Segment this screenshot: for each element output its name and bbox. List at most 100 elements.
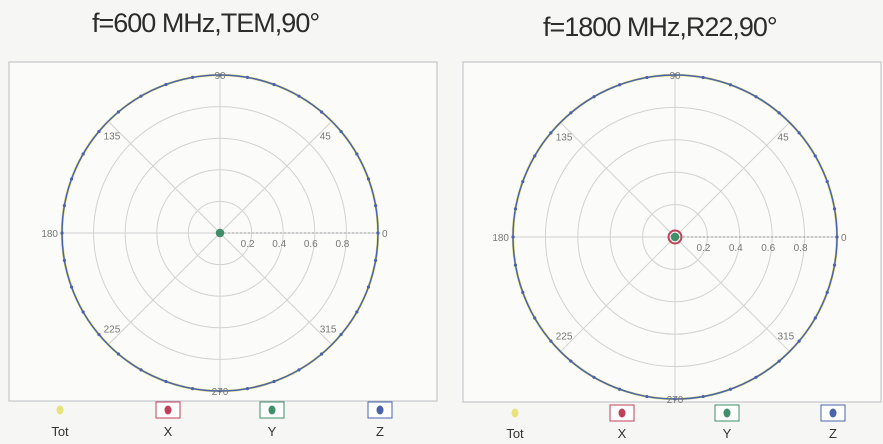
series-z-point (116, 110, 121, 114)
grid-spoke (674, 122, 790, 238)
series-z-point (218, 389, 222, 393)
grid-spoke (219, 232, 333, 346)
series-z-point (645, 75, 649, 80)
legend-label-y: Y (723, 426, 732, 441)
series-z-point (97, 129, 101, 134)
legend-marker (164, 405, 172, 415)
series-z-point (62, 258, 67, 263)
radial-tick-label: 0.6 (304, 239, 318, 250)
legend-label-z: Z (829, 426, 837, 441)
series-z-point (521, 290, 525, 295)
grid-spoke (674, 236, 790, 352)
series-x-trace (667, 229, 683, 245)
series-z-point (69, 177, 74, 181)
series-z-point (373, 203, 378, 208)
series-z-point (190, 75, 195, 80)
angle-label: 180 (41, 229, 58, 240)
angle-label: 45 (778, 132, 790, 143)
series-z-point (673, 397, 677, 401)
series-z-point (319, 110, 324, 114)
series-z-point (533, 316, 537, 320)
angle-label: 225 (104, 325, 121, 336)
series-z-point (116, 352, 121, 356)
angle-label: 315 (320, 325, 337, 336)
series-z-point (754, 375, 758, 379)
series-z-point (592, 95, 596, 99)
legend-label-y: Y (268, 424, 277, 439)
series-z-point (373, 258, 378, 263)
center-marker (217, 230, 223, 236)
legend-label-x: X (618, 426, 627, 441)
series-z-point (513, 207, 518, 211)
series-z-point (376, 231, 380, 235)
series-z-point (549, 339, 553, 343)
series-z-point (754, 95, 758, 99)
series-z-point (592, 375, 596, 379)
series-z-point (825, 290, 829, 295)
angle-label: 180 (492, 233, 509, 244)
grid-spoke (560, 236, 676, 352)
angle-label: 270 (667, 395, 684, 406)
center-marker (672, 234, 678, 240)
legend-marker (376, 405, 384, 415)
series-z-point (139, 368, 143, 372)
radial-tick-label: 0.8 (335, 239, 349, 250)
series-z-point (728, 83, 733, 87)
angle-label: 135 (556, 132, 573, 143)
radial-tick-label: 0.4 (272, 239, 286, 250)
legend-marker (723, 408, 731, 418)
series-z-point (297, 94, 301, 98)
chart-title-right: f=1800 MHz,R22,90° (543, 12, 778, 42)
series-z-point (164, 82, 168, 87)
angle-label: 225 (556, 332, 573, 343)
series-z-point (813, 154, 817, 158)
radial-tick-label: 0.6 (761, 243, 775, 254)
series-z-point (645, 394, 649, 399)
radial-tick-label: 0.2 (696, 243, 710, 254)
angle-label: 0 (382, 229, 388, 240)
radial-tick-label: 0.4 (729, 243, 743, 254)
angle-label: 90 (669, 71, 681, 82)
legend-marker (511, 408, 519, 418)
polar-chart-2: 90 45 0 315 270 225 180 135 0.2 0.4 0.6 0.8 Tot X Y Z (462, 61, 882, 441)
legend-marker (618, 408, 626, 418)
series-z-point (832, 207, 837, 211)
series-z-point (366, 177, 371, 181)
series-z-point (339, 129, 343, 134)
series-z-point (62, 203, 67, 208)
series-z-point (60, 231, 64, 235)
grid-spoke (107, 232, 221, 346)
series-z-point (832, 263, 837, 267)
series-z-point (777, 111, 781, 115)
series-z-point (701, 75, 705, 80)
grid-spoke (107, 120, 221, 234)
series-z-point (797, 131, 801, 135)
series-z-point (797, 339, 801, 343)
legend-label-x: X (164, 424, 173, 439)
series-z-point (673, 73, 677, 77)
angle-label: 270 (212, 387, 229, 398)
angle-label: 90 (214, 71, 226, 82)
legend-label-z: Z (376, 424, 384, 439)
series-z-point (513, 263, 518, 267)
series-z-point (164, 379, 168, 384)
legend-marker (268, 405, 276, 415)
series-z-point (777, 359, 781, 363)
series-z-point (97, 332, 101, 337)
series-z-point (835, 235, 839, 239)
chart-title-left: f=600 MHz,TEM,90° (92, 8, 320, 38)
angle-label: 135 (104, 131, 121, 142)
series-z-point (813, 316, 817, 320)
series-z-point (569, 111, 573, 115)
radial-tick-label: 0.2 (241, 239, 255, 250)
series-z-point (339, 332, 343, 337)
series-z-point (245, 386, 250, 391)
series-z-point (511, 235, 515, 239)
series-y-trace (670, 232, 680, 242)
series-z-point (297, 368, 301, 372)
series-z-point (355, 310, 359, 314)
angle-label: 315 (778, 332, 795, 343)
legend-label-tot: Tot (51, 424, 69, 439)
series-z-point (81, 152, 85, 156)
